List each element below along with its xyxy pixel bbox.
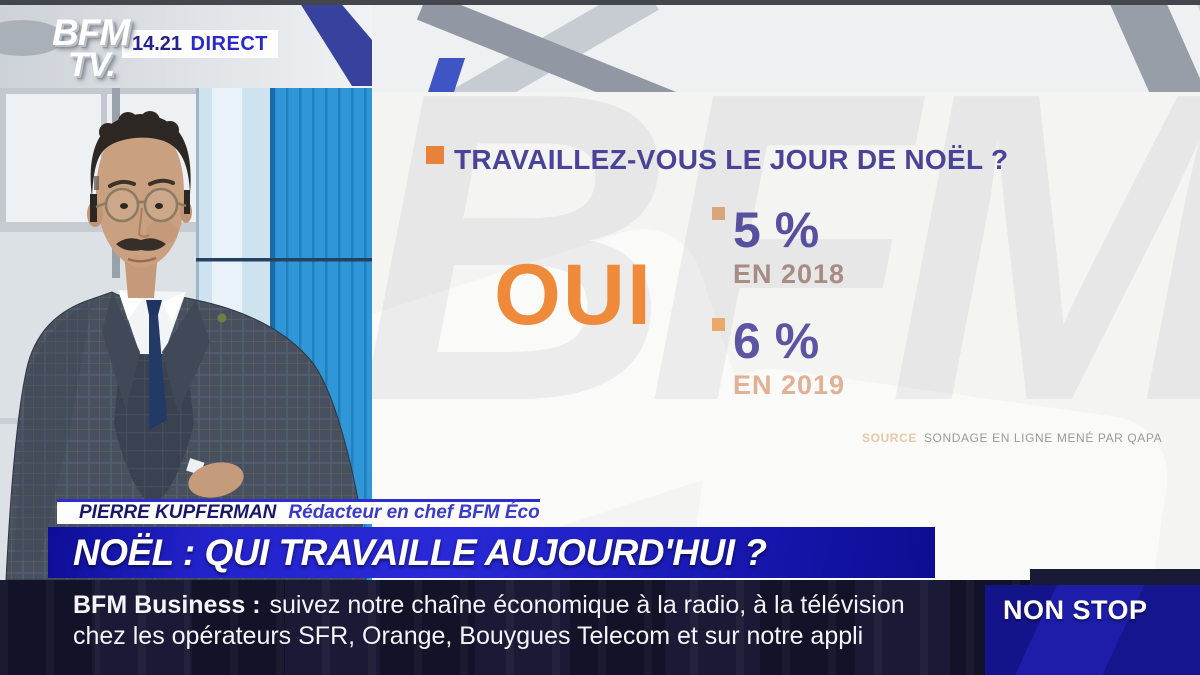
- ticker-line-1: BFM Business : suivez notre chaîne économ…: [73, 591, 905, 620]
- stat-value: 6 %: [733, 313, 820, 369]
- studio-guest-illustration: [0, 0, 372, 580]
- bullet-square-icon: [712, 207, 725, 220]
- speaker-name: PIERRE KUPFERMAN: [79, 502, 277, 523]
- survey-answer: OUI: [494, 247, 653, 343]
- stat-value: 5 %: [733, 202, 820, 258]
- nonstop-top-strip: [1030, 569, 1200, 585]
- stat-year-label: EN 2019: [733, 370, 846, 400]
- ticker-text: suivez notre chaîne économique à la radi…: [269, 591, 905, 619]
- headline-banner: NOËL : QUI TRAVAILLE AUJOURD'HUI ?: [48, 527, 935, 578]
- survey-question-title: TRAVAILLEZ-VOUS LE JOUR DE NOËL ?: [454, 144, 1009, 175]
- speaker-caption: PIERRE KUPFERMAN Rédacteur en chef BFM É…: [57, 499, 540, 524]
- source-text: SONDAGE EN LIGNE MENÉ PAR QAPA: [923, 431, 1163, 445]
- nonstop-label: NON STOP: [1003, 595, 1148, 625]
- live-badge: DIRECT: [190, 32, 268, 55]
- source-line: SOURCE SONDAGE EN LIGNE MENÉ PAR QAPA: [862, 431, 1162, 445]
- infographic-background-card: [372, 92, 1200, 580]
- bfm-watermark: BFM: [372, 28, 1200, 493]
- nonstop-panel: NON STOP: [985, 585, 1200, 675]
- infographic-panel: BFM TRAVAILLEZ-VOUS LE JOUR DE NOËL ? OU…: [372, 0, 1200, 580]
- bullet-square-icon: [426, 146, 444, 164]
- time-direct-box: 14.21 DIRECT: [122, 30, 278, 58]
- bullet-square-icon: [712, 318, 725, 331]
- headline-text: NOËL : QUI TRAVAILLE AUJOURD'HUI ?: [73, 531, 767, 573]
- stat-year-label: EN 2018: [733, 259, 846, 289]
- studio-video-feed: [0, 0, 372, 580]
- stat-2019: 6 % EN 2019: [712, 316, 845, 401]
- ticker-program-name: BFM Business :: [73, 591, 261, 619]
- source-label: SOURCE: [862, 431, 917, 445]
- speaker-role: Rédacteur en chef BFM Éco: [288, 502, 540, 523]
- ticker-line-2: chez les opérateurs SFR, Orange, Bouygue…: [73, 622, 864, 650]
- bfm-tv-logo: BFM TV.: [52, 12, 130, 85]
- stat-2018: 5 % EN 2018: [712, 205, 845, 290]
- clock-time: 14.21: [132, 32, 183, 55]
- top-border-strip: [0, 0, 1200, 5]
